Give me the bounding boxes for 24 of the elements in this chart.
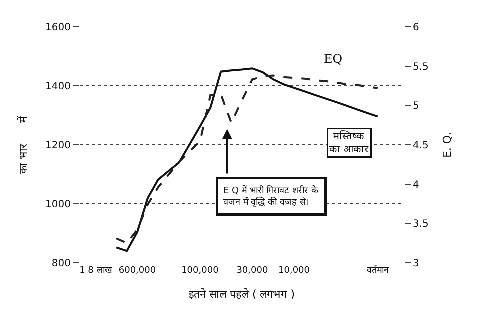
x-tick-label: 1 8 लाख — [80, 266, 113, 276]
x-tick-label: 600,000 — [118, 266, 156, 276]
x-tick-label: वर्तमान — [366, 264, 390, 276]
y-tick-label: 1200 — [46, 140, 71, 152]
y-tick-label: 800 — [52, 258, 71, 270]
y2-tick-label: 6 — [413, 22, 420, 34]
y2-tick-label: 5 — [413, 101, 420, 112]
x-tick-label: 10,000 — [278, 266, 310, 276]
x-tick-label: 100,000 — [182, 266, 220, 276]
y2-tick-label: 3 — [413, 258, 420, 270]
x-axis-title: इतने साल पहले ( लगभग ) — [188, 288, 296, 302]
y2-axis-title: E. Q. — [441, 132, 454, 158]
y2-tick-label: 5.5 — [413, 62, 429, 73]
series-label: मस्तिष्क का आकार — [330, 130, 370, 156]
y2-tick-label: 4.5 — [413, 140, 429, 152]
y-tick-label: 1400 — [46, 82, 71, 92]
series-label: EQ — [324, 52, 343, 66]
y-tick-label: 1600 — [46, 22, 71, 34]
y2-tick-label: 3.5 — [413, 219, 429, 230]
y-axis-title: का भार में — [17, 116, 30, 174]
y-tick-label: 1000 — [46, 200, 71, 210]
x-tick-label: 30,000 — [236, 266, 268, 276]
y2-tick-label: 4 — [413, 180, 420, 191]
annotation: E Q में भारी गिरावट शरीर के वजन में वृद्धि की वजह से। — [224, 184, 320, 208]
